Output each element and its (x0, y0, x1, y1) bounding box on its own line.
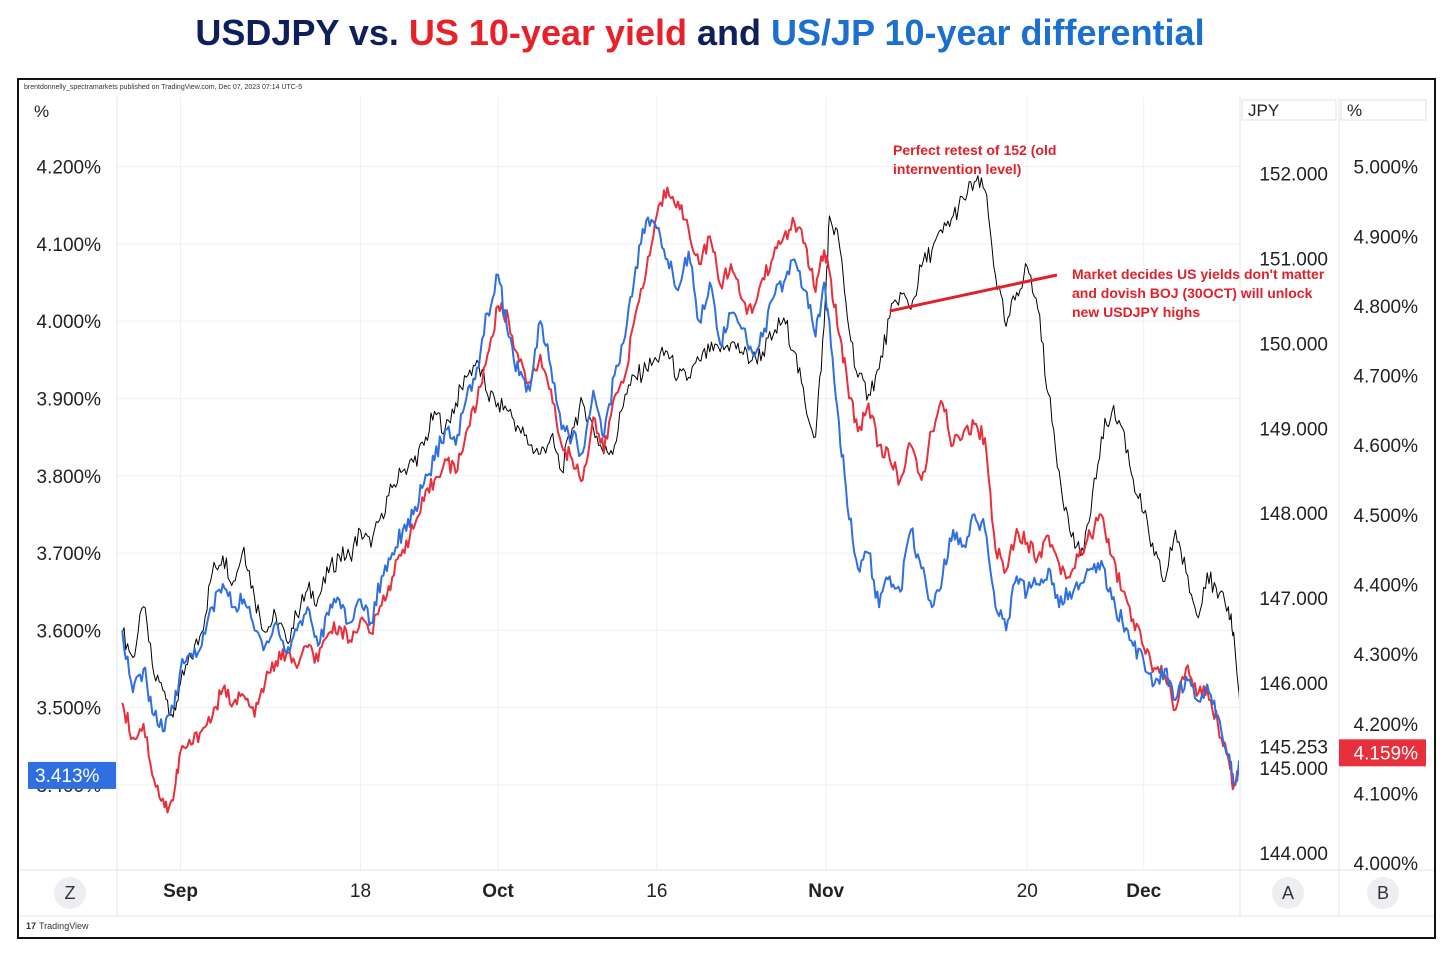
headline-part-and: and (687, 12, 772, 53)
x-axis-tick: Dec (1126, 881, 1161, 902)
left-axis-tick: 4.200% (37, 158, 102, 179)
headline-part-diff: US/JP 10-year differential (771, 12, 1205, 53)
right-axis-tick: 4.300% (1354, 645, 1419, 666)
jpy-last-value-label: 145.253 (1259, 738, 1328, 759)
right-axis-tick: 4.900% (1354, 227, 1419, 248)
right-axis-unit: % (1347, 101, 1362, 120)
right-axis-ticks: 5.100%5.000%4.900%4.800%4.700%4.600%4.50… (1354, 158, 1419, 875)
annotation-boj-line2: and dovish BOJ (30OCT) will unlock (1072, 285, 1313, 301)
headline-part-usdjpy: USDJPY vs. (195, 12, 409, 53)
series-group (121, 175, 1239, 814)
annotation-boj-line3: new USDJPY highs (1072, 304, 1200, 320)
left-axis-tick: 4.000% (37, 312, 102, 333)
x-axis-tick: 16 (646, 881, 667, 902)
jpy-axis-tick: 145.000 (1259, 759, 1328, 780)
annotation-boj-line1: Market decides US yields don't matter (1072, 266, 1325, 282)
left-axis-tick: 3.500% (37, 699, 102, 720)
left-axis-tick: 3.900% (37, 389, 102, 410)
jpy-axis-tick: 144.000 (1259, 844, 1328, 865)
left-axis-tick: 3.800% (37, 467, 102, 488)
left-axis-unit: % (34, 102, 49, 121)
series-line-us10y (121, 186, 1239, 814)
chart-headline: USDJPY vs. US 10-year yield and US/JP 10… (0, 12, 1400, 54)
right-axis-tick: 5.000% (1354, 158, 1419, 179)
tradingview-mark-icon: 17 (26, 921, 37, 931)
right-axis-tick: 4.700% (1354, 367, 1419, 388)
right-axis-tick: 4.800% (1354, 297, 1419, 318)
right-axis-tick: 4.200% (1354, 715, 1419, 736)
gridlines (117, 97, 1239, 870)
x-axis-tick: Sep (163, 881, 198, 902)
series-line-differential (121, 216, 1239, 786)
right-axis-tick: 4.000% (1354, 854, 1419, 875)
left-axis-tick: 3.600% (37, 621, 102, 642)
jpy-axis-tick: 146.000 (1259, 674, 1328, 695)
right-axis-unit-box (1340, 99, 1427, 121)
right-axis-tick: 4.100% (1354, 784, 1419, 805)
jpy-axis-tick: 147.000 (1259, 589, 1328, 610)
annotation-retest-line2: internvention level) (893, 161, 1021, 177)
right-last-value-badge (1339, 739, 1426, 767)
jpy-axis-unit-box (1241, 99, 1337, 121)
right-last-value-label: 4.159% (1354, 743, 1419, 764)
x-axis-tick: 18 (350, 881, 371, 902)
a-button[interactable]: A (1272, 877, 1304, 909)
tradingview-logo[interactable]: 17 TradingView (26, 921, 89, 931)
jpy-axis-tick: 152.000 (1259, 164, 1328, 185)
attribution-text: brentdonnelly_spectramarkets published o… (24, 84, 303, 91)
jpy-axis-unit: JPY (1248, 101, 1279, 120)
x-axis-tick: Oct (482, 881, 514, 902)
annotation-boj-line (889, 273, 1058, 313)
left-last-value-badge (28, 761, 116, 789)
z-button[interactable]: Z (54, 877, 86, 909)
left-last-value-label: 3.413% (35, 766, 100, 787)
x-axis-tick: 20 (1017, 881, 1038, 902)
jpy-axis-tick: 150.000 (1259, 334, 1328, 355)
b-button[interactable]: B (1367, 877, 1399, 909)
chart-frame (17, 78, 1436, 939)
x-axis-tick: Nov (808, 881, 844, 902)
headline-part-us10y: US 10-year yield (408, 12, 688, 53)
tradingview-brand-text: TradingView (39, 921, 89, 931)
left-axis-tick: 4.100% (37, 235, 102, 256)
jpy-axis-tick: 148.000 (1259, 504, 1328, 525)
jpy-axis-tick: 149.000 (1259, 419, 1328, 440)
right-axis-tick: 4.400% (1354, 575, 1419, 596)
series-line-usdjpy (121, 175, 1239, 718)
right-axis-tick: 4.500% (1354, 506, 1419, 527)
left-axis-tick: 3.700% (37, 544, 102, 565)
right-axis-tick: 4.600% (1354, 436, 1419, 457)
annotation-retest-line1: Perfect retest of 152 (old (893, 142, 1056, 158)
jpy-axis-tick: 151.000 (1259, 249, 1328, 270)
